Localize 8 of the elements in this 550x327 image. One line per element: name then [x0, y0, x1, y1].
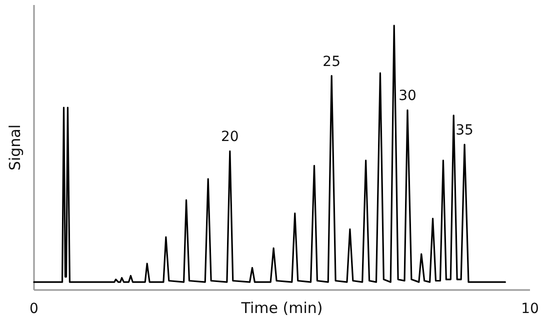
x-axis-title: Time (min) [240, 299, 323, 317]
x-tick-label: 10 [521, 301, 539, 317]
annotation: 35 [456, 122, 474, 139]
x-tick-label: 0 [30, 301, 38, 317]
annotation: 30 [398, 88, 416, 104]
annotation: 20 [221, 129, 239, 146]
y-axis-title: Signal [6, 124, 24, 171]
annotation: 25 [322, 54, 341, 70]
